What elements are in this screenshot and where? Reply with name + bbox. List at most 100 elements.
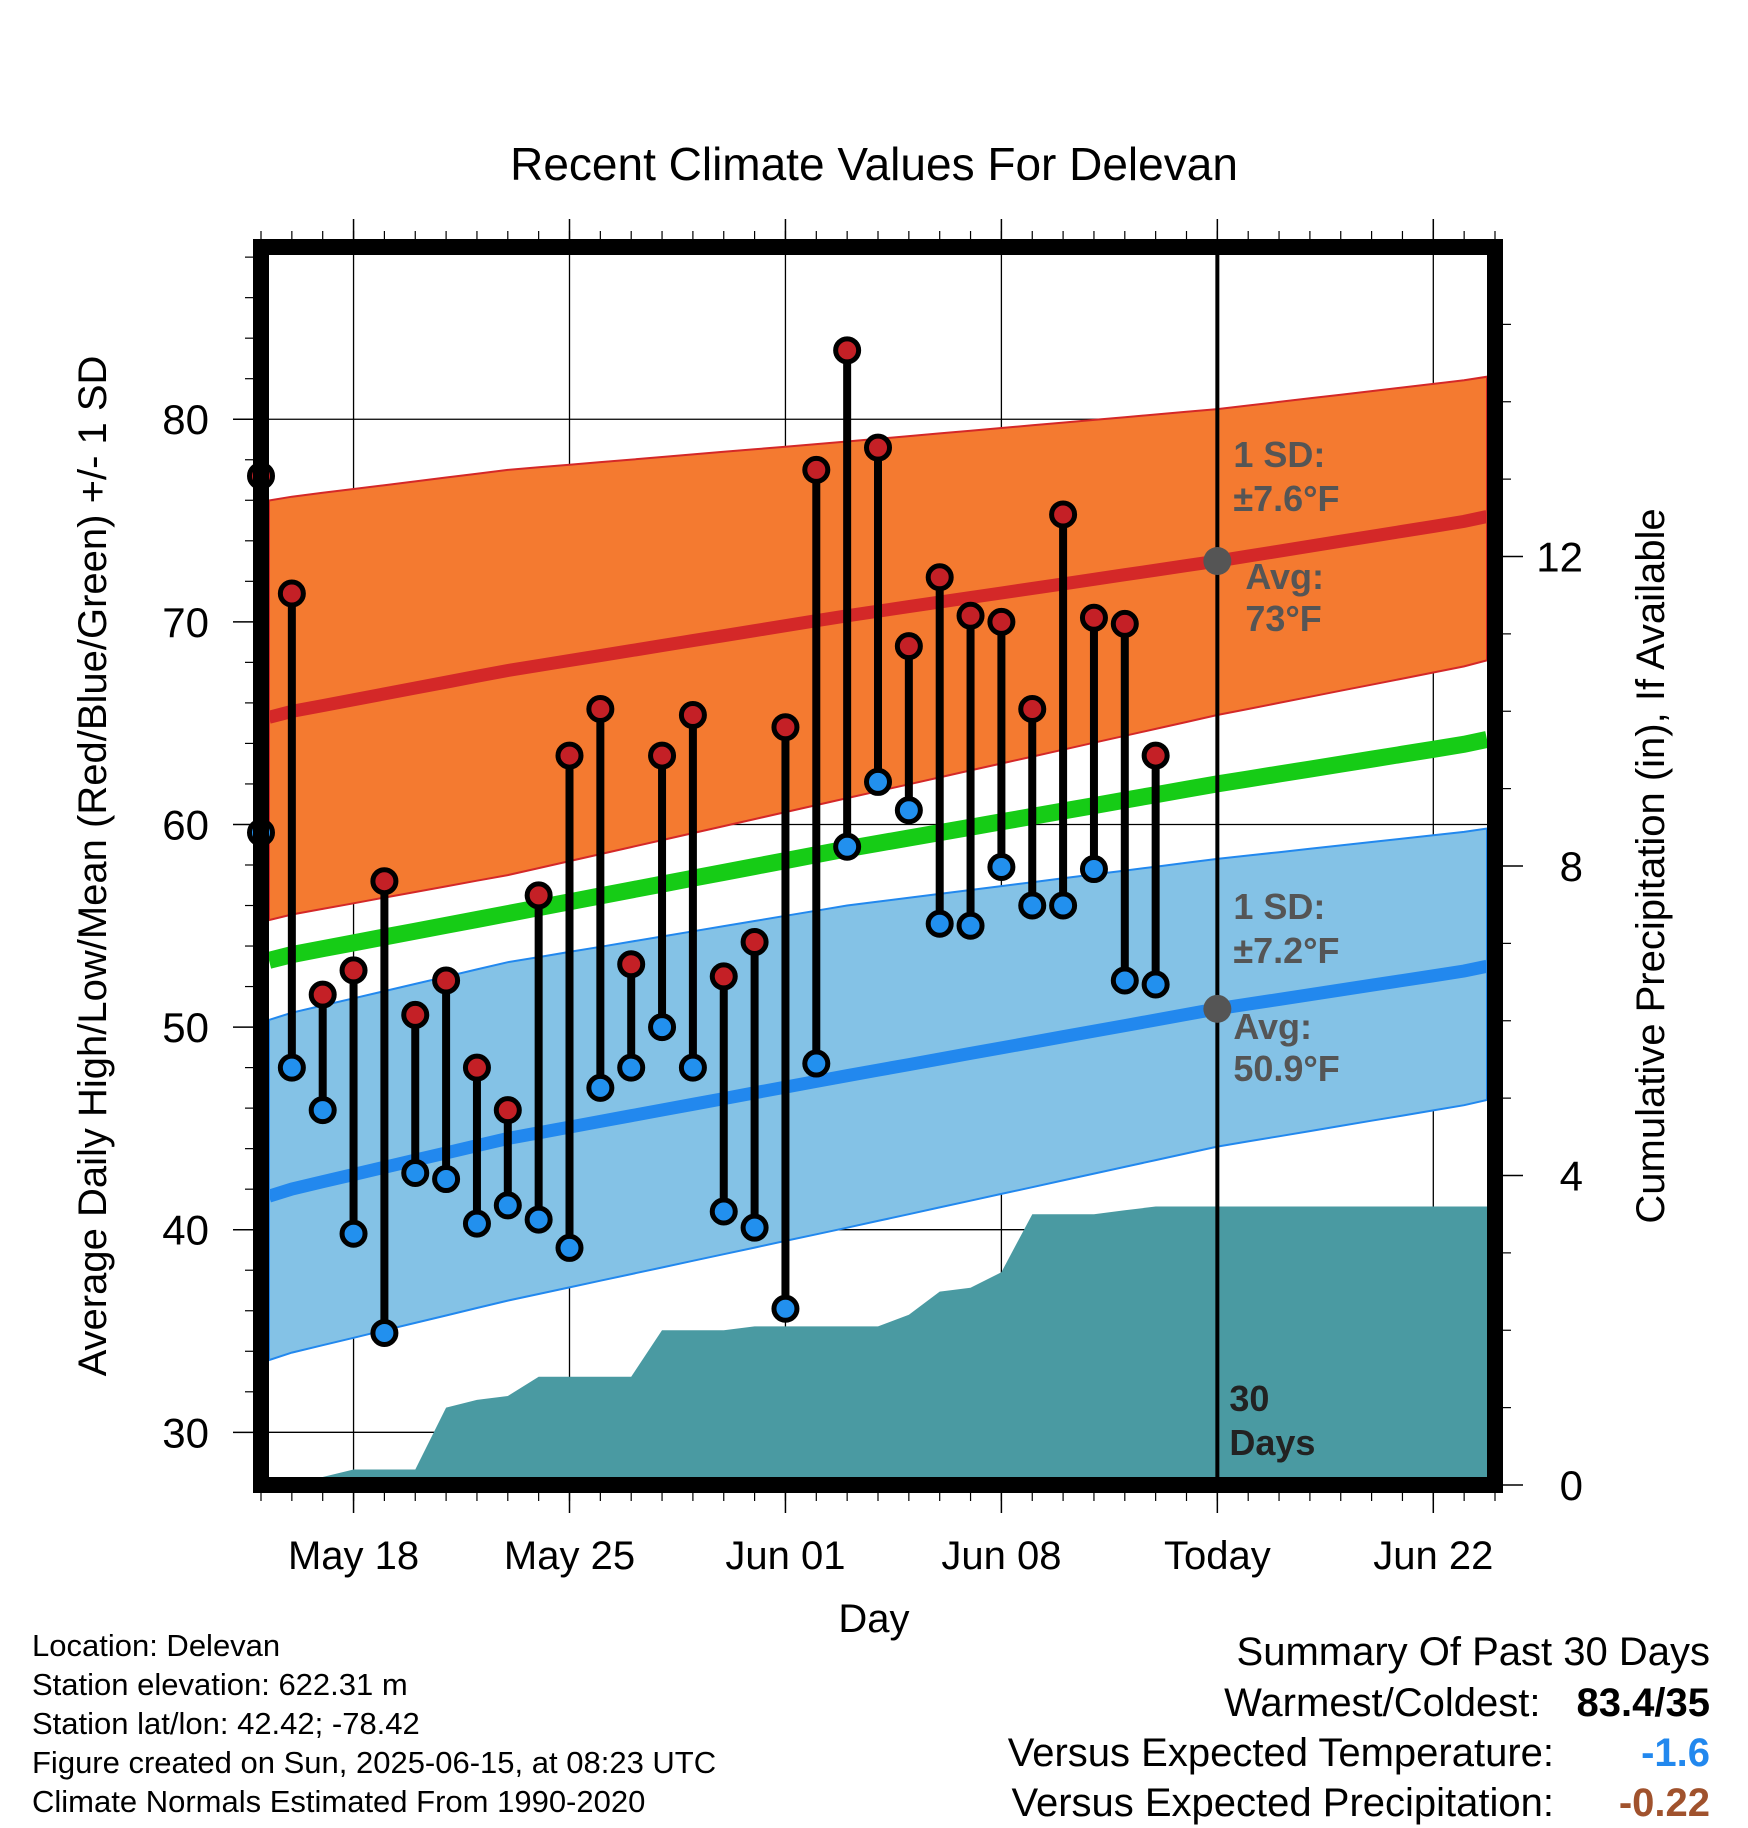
low-point-2025-06-13	[1141, 970, 1170, 999]
low-point-2025-06-06	[925, 909, 954, 938]
low-point-2025-06-11	[1079, 855, 1108, 884]
low-point-2025-06-12	[1110, 966, 1139, 995]
low-point-2025-06-01	[771, 1294, 800, 1323]
x-axis-label: Day	[838, 1597, 909, 1641]
temp-label: Versus Expected Temperature:	[1007, 1731, 1554, 1775]
low-avg-label: Avg:	[1233, 1006, 1312, 1047]
low-point-2025-06-03	[833, 832, 862, 861]
low-point-2025-05-17	[308, 1096, 337, 1125]
high-point-2025-06-06	[925, 563, 954, 592]
low-point-2025-05-30	[709, 1197, 738, 1226]
x-tick-label: Jun 08	[941, 1534, 1061, 1578]
daily-dots	[247, 336, 1170, 1348]
precip-fill	[269, 1206, 1487, 1477]
high-point-2025-05-24	[524, 881, 553, 910]
high-point-2025-05-19	[370, 867, 399, 896]
x-tick-label: Jun 01	[725, 1534, 845, 1578]
info-created: Figure created on Sun, 2025-06-15, at 08…	[32, 1745, 717, 1780]
low-point-2025-05-20	[401, 1158, 430, 1187]
low-point-2025-06-04	[864, 767, 892, 796]
high-point-2025-06-04	[864, 433, 892, 462]
station-info: Location: Delevan Station elevation: 622…	[32, 1626, 716, 1821]
low-point-2025-06-08	[987, 853, 1016, 882]
high-point-2025-06-03	[833, 336, 862, 365]
summary-precip: Versus Expected Precipitation: -0.22	[1008, 1778, 1710, 1828]
low-point-2025-05-16	[277, 1053, 306, 1082]
high-point-2025-06-11	[1079, 603, 1108, 632]
y-tick-label-left: 30	[162, 1409, 209, 1456]
y-tick-label-right: 0	[1560, 1462, 1583, 1509]
high-point-2025-06-02	[802, 455, 831, 484]
summary-panel: Summary Of Past 30 Days Warmest/Coldest:…	[1008, 1626, 1710, 1828]
high-point-2025-05-16	[277, 579, 306, 608]
period-number: 30	[1229, 1378, 1269, 1419]
high-point-2025-06-13	[1141, 741, 1170, 770]
high-avg-label: Avg:	[1245, 556, 1324, 597]
high-point-2025-05-18	[339, 956, 368, 985]
low-point-2025-06-07	[956, 911, 985, 940]
high-avg-marker	[1203, 547, 1232, 576]
low-point-2025-05-29	[678, 1053, 707, 1082]
low-point-2025-05-19	[370, 1319, 399, 1348]
high-point-2025-05-22	[462, 1053, 491, 1082]
summary-temp: Versus Expected Temperature: -1.6	[1008, 1728, 1710, 1778]
summary-title: Summary Of Past 30 Days	[1236, 1630, 1710, 1674]
low-point-2025-05-25	[555, 1233, 584, 1262]
high-point-2025-06-08	[987, 607, 1016, 636]
chart-title: Recent Climate Values For Delevan	[510, 138, 1238, 190]
high-point-2025-06-09	[1018, 694, 1047, 723]
summary-warm-cold: Warmest/Coldest: 83.4/35	[1008, 1678, 1710, 1728]
high-point-2025-05-31	[740, 927, 769, 956]
high-sd-value: ±7.6°F	[1233, 478, 1339, 519]
y-axis-label-right: Cumulative Precipitation (in), If Availa…	[1629, 508, 1673, 1223]
precip-value: -0.22	[1618, 1781, 1710, 1825]
y-tick-label-right: 12	[1536, 534, 1583, 581]
y-axis-label-left: Average Daily High/Low/Mean (Red/Blue/Gr…	[71, 356, 115, 1377]
high-point-2025-05-23	[493, 1096, 522, 1125]
low-sd-label: 1 SD:	[1233, 886, 1325, 927]
info-latlon: Station lat/lon: 42.42; -78.42	[32, 1706, 420, 1741]
precip-label: Versus Expected Precipitation:	[1011, 1781, 1554, 1825]
high-point-2025-05-20	[401, 1000, 430, 1029]
low-point-2025-05-27	[617, 1053, 646, 1082]
x-tick-label: Jun 22	[1373, 1534, 1493, 1578]
high-point-2025-05-30	[709, 962, 738, 991]
warm-cold-label: Warmest/Coldest:	[1224, 1681, 1541, 1725]
low-point-2025-05-24	[524, 1205, 553, 1234]
low-sd-value: ±7.2°F	[1233, 930, 1339, 971]
period-word: Days	[1229, 1422, 1315, 1463]
low-avg-marker	[1203, 994, 1232, 1023]
warm-cold-value: 83.4/35	[1576, 1681, 1710, 1725]
high-point-2025-05-27	[617, 950, 646, 979]
low-point-2025-05-22	[462, 1209, 491, 1238]
normal-low-line	[267, 959, 1489, 1203]
low-point-2025-06-05	[894, 796, 923, 825]
y-tick-label-left: 50	[162, 1004, 209, 1051]
y-tick-label-right: 4	[1560, 1153, 1583, 1200]
low-point-2025-05-26	[586, 1073, 615, 1102]
high-point-2025-05-28	[648, 741, 677, 770]
low-point-2025-06-02	[802, 1049, 831, 1078]
low-point-2025-06-09	[1018, 891, 1047, 920]
y-tick-label-left: 60	[162, 801, 209, 848]
high-avg-value: 73°F	[1245, 598, 1321, 639]
low-point-2025-05-18	[339, 1219, 368, 1248]
high-point-2025-05-26	[586, 694, 615, 723]
high-point-2025-06-12	[1110, 609, 1139, 638]
high-point-2025-06-01	[771, 713, 800, 742]
low-point-2025-05-31	[740, 1213, 769, 1242]
precip-area	[269, 1206, 1487, 1477]
low-avg-value: 50.9°F	[1233, 1048, 1339, 1089]
x-tick-label: Today	[1164, 1534, 1271, 1578]
low-point-2025-05-21	[432, 1165, 461, 1194]
plot-frame	[253, 239, 1503, 1493]
info-location: Location: Delevan	[32, 1628, 281, 1663]
y-tick-label-right: 8	[1560, 843, 1583, 890]
low-point-2025-06-10	[1049, 891, 1078, 920]
high-point-2025-05-21	[432, 966, 461, 995]
x-tick-label: May 18	[288, 1534, 419, 1578]
axes: May 18 May 25 Jun 01 Jun 08 Today Jun 2230405…	[162, 219, 1583, 1578]
low-point-2025-05-23	[493, 1191, 522, 1220]
